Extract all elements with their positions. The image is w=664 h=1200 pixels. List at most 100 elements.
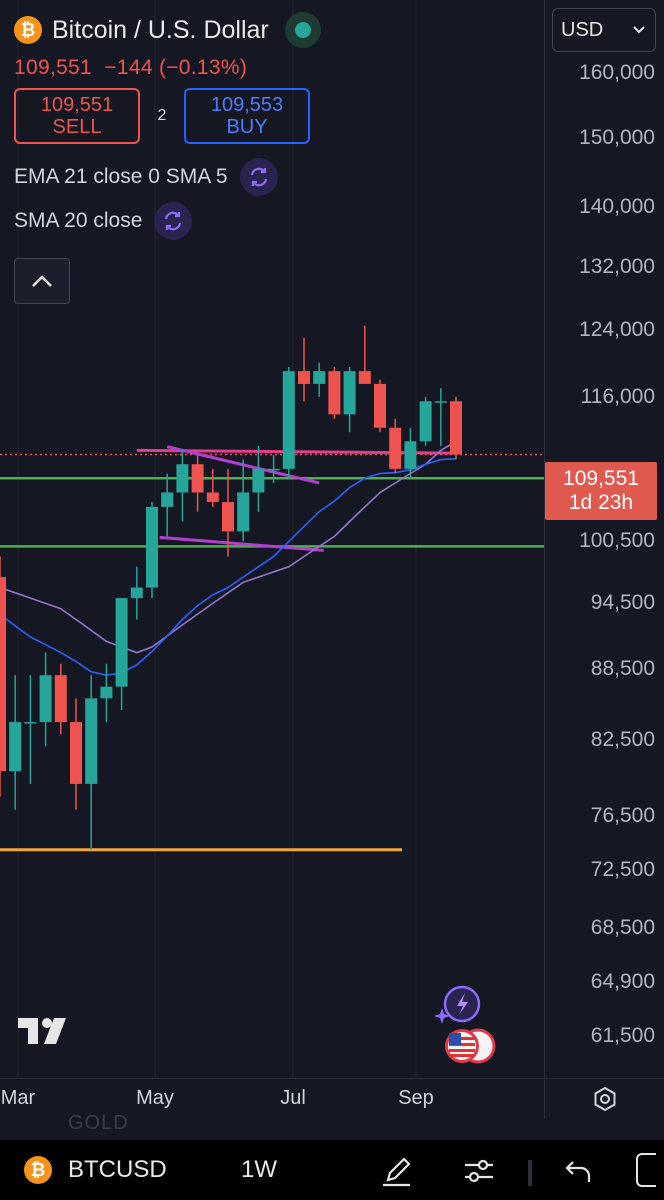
price-axis-label: 61,500 <box>590 1024 655 1048</box>
price-axis-label: 140,000 <box>579 195 655 219</box>
buy-price: 109,553 <box>210 94 284 116</box>
candle-body <box>54 675 67 723</box>
indicator-legend-ema-sma[interactable]: EMA 21 close 0 SMA 5 <box>14 158 321 196</box>
price-axis-label: 150,000 <box>579 125 655 149</box>
sell-price: 109,551 <box>40 94 114 116</box>
price-axis-label: 160,000 <box>579 60 655 84</box>
buy-button[interactable]: 109,553 BUY <box>184 88 310 144</box>
candle-body <box>130 587 143 599</box>
layout-panel-icon[interactable] <box>636 1153 656 1187</box>
price-chart[interactable] <box>0 0 544 1078</box>
candle-body <box>176 464 189 493</box>
change-percent: (−0.13%) <box>158 56 248 79</box>
tradingview-logo[interactable] <box>18 1016 76 1051</box>
candle-body <box>358 371 371 384</box>
currency-select[interactable]: USD <box>552 8 656 52</box>
bottom-toolbar: ₿ BTCUSD 1W <box>0 1140 664 1200</box>
candle-body <box>0 577 6 772</box>
candle-body <box>298 371 310 384</box>
interval-button[interactable]: 1W <box>241 1156 277 1183</box>
price-axis-label: 116,000 <box>580 384 655 408</box>
candle-body <box>115 598 128 687</box>
lightning-icon[interactable] <box>432 984 484 1029</box>
time-label: May <box>136 1087 174 1109</box>
price-axis-label: 100,500 <box>579 529 655 553</box>
pen-icon[interactable] <box>380 1154 414 1188</box>
economic-events-icon[interactable] <box>440 1026 498 1071</box>
refresh-icon[interactable] <box>154 202 193 240</box>
price-axis-label: 94,500 <box>590 591 655 615</box>
chart-canvas[interactable] <box>0 0 544 1078</box>
change-value: −144 <box>104 56 153 79</box>
candle-body <box>161 492 174 507</box>
toolbar-divider <box>528 1160 532 1186</box>
candle-body <box>9 722 22 772</box>
currency-value: USD <box>561 18 604 41</box>
candle-body <box>374 383 386 428</box>
sliders-icon[interactable] <box>462 1154 496 1188</box>
candle-body <box>24 722 37 724</box>
last-price: 109,551 <box>14 56 93 79</box>
spread-value: 2 <box>157 107 167 124</box>
sell-label: SELL <box>52 116 102 138</box>
candle-body <box>404 441 417 469</box>
gear-icon <box>594 1086 616 1112</box>
price-axis-label: 124,000 <box>579 317 655 341</box>
candle-body <box>237 492 250 532</box>
time-label: Sep <box>398 1087 434 1109</box>
price-axis-label: 68,500 <box>590 915 655 939</box>
candle-body <box>39 675 52 723</box>
candle-body <box>191 464 204 493</box>
symbol-title[interactable]: Bitcoin / U.S. Dollar <box>52 15 269 44</box>
candle-body <box>434 401 447 403</box>
candle-body <box>450 401 462 455</box>
price-axis-label: 88,500 <box>590 657 655 681</box>
symbol-header: ₿ Bitcoin / U.S. Dollar 109,551 −144 (−0… <box>14 12 321 240</box>
time-label: Jul <box>280 1087 306 1109</box>
candle-body <box>222 502 234 532</box>
price-tag-value: 109,551 <box>563 467 639 490</box>
last-price-tag: 109,551 1d 23h <box>545 462 657 520</box>
symbol-ticker-button[interactable]: BTCUSD <box>68 1156 167 1183</box>
price-axis-label: 72,500 <box>590 858 655 882</box>
undo-icon[interactable] <box>563 1154 593 1188</box>
bitcoin-icon: ₿ <box>14 16 42 44</box>
market-status-icon[interactable] <box>284 12 321 48</box>
ema21-line <box>0 457 457 677</box>
time-axis[interactable]: Mar May Jul Sep <box>0 1078 544 1119</box>
price-axis-label: 82,500 <box>590 728 655 752</box>
candle-body <box>328 371 341 415</box>
candle-body <box>252 468 265 493</box>
refresh-icon[interactable] <box>239 158 278 196</box>
candle-body <box>146 506 158 588</box>
gold-watermark: GOLD <box>68 1112 129 1134</box>
candle-body <box>343 371 356 415</box>
price-axis-label: 64,900 <box>590 969 655 993</box>
candle-body <box>70 722 82 784</box>
price-axis-label: 76,500 <box>590 804 655 828</box>
price-axis[interactable]: 160,000 150,000 140,000 132,000 124,000 116,0… <box>544 0 664 1078</box>
trend-line <box>159 535 324 552</box>
time-label: Mar <box>0 1087 36 1109</box>
candle-body <box>419 401 432 442</box>
buy-label: BUY <box>226 116 268 138</box>
candle-body <box>267 468 280 471</box>
candle-body <box>85 698 98 784</box>
indicator-label: SMA 20 close <box>14 209 143 232</box>
indicator-legend-sma20[interactable]: SMA 20 close <box>14 202 321 240</box>
sell-button[interactable]: 109,551 SELL <box>14 88 140 144</box>
candle-body <box>100 686 113 699</box>
collapse-legend-button[interactable] <box>14 258 70 304</box>
chevron-up-icon <box>32 275 52 287</box>
sma20-line <box>0 440 457 654</box>
candle-body <box>206 492 219 503</box>
indicator-label: EMA 21 close 0 SMA 5 <box>14 165 228 188</box>
bar-countdown: 1d 23h <box>568 491 634 514</box>
bitcoin-icon[interactable]: ₿ <box>24 1156 52 1184</box>
price-axis-label: 132,000 <box>579 254 655 278</box>
chevron-down-icon <box>633 26 645 34</box>
candle-body <box>313 371 326 384</box>
candle-body <box>282 371 295 469</box>
price-change: 109,551 −144 (−0.13%) <box>14 56 321 80</box>
chart-settings-button[interactable] <box>544 1078 664 1119</box>
